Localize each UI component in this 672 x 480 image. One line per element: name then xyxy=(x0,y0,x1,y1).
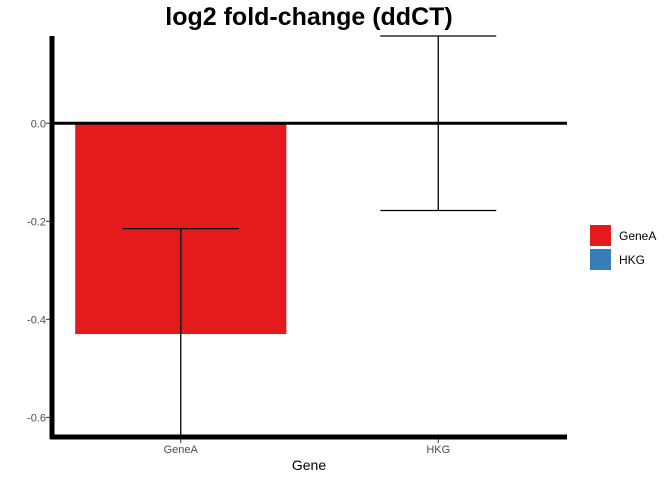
legend-label: HKG xyxy=(619,253,645,267)
legend-swatch xyxy=(590,249,611,270)
plot-area: 0.0 -0.2 -0.4 -0.6 GeneA HKG xyxy=(27,35,567,456)
legend-item-genea: GeneA xyxy=(590,225,656,246)
y-tick-label: -0.6 xyxy=(27,412,46,424)
x-axis-title: Gene xyxy=(292,457,326,473)
y-tick-label: -0.2 xyxy=(27,216,46,228)
error-bar-hkg xyxy=(380,35,497,212)
x-tick-label: HKG xyxy=(426,444,450,456)
legend-swatch xyxy=(590,225,611,246)
legend-item-hkg: HKG xyxy=(590,249,645,270)
error-bar-genea xyxy=(122,228,239,437)
chart-title: log2 fold-change (ddCT) xyxy=(165,3,452,31)
legend: GeneA HKG xyxy=(590,225,656,270)
y-tick-label: 0.0 xyxy=(31,118,46,130)
x-tick-label: GeneA xyxy=(164,444,199,456)
legend-label: GeneA xyxy=(619,229,656,243)
y-tick-label: -0.4 xyxy=(27,314,46,326)
